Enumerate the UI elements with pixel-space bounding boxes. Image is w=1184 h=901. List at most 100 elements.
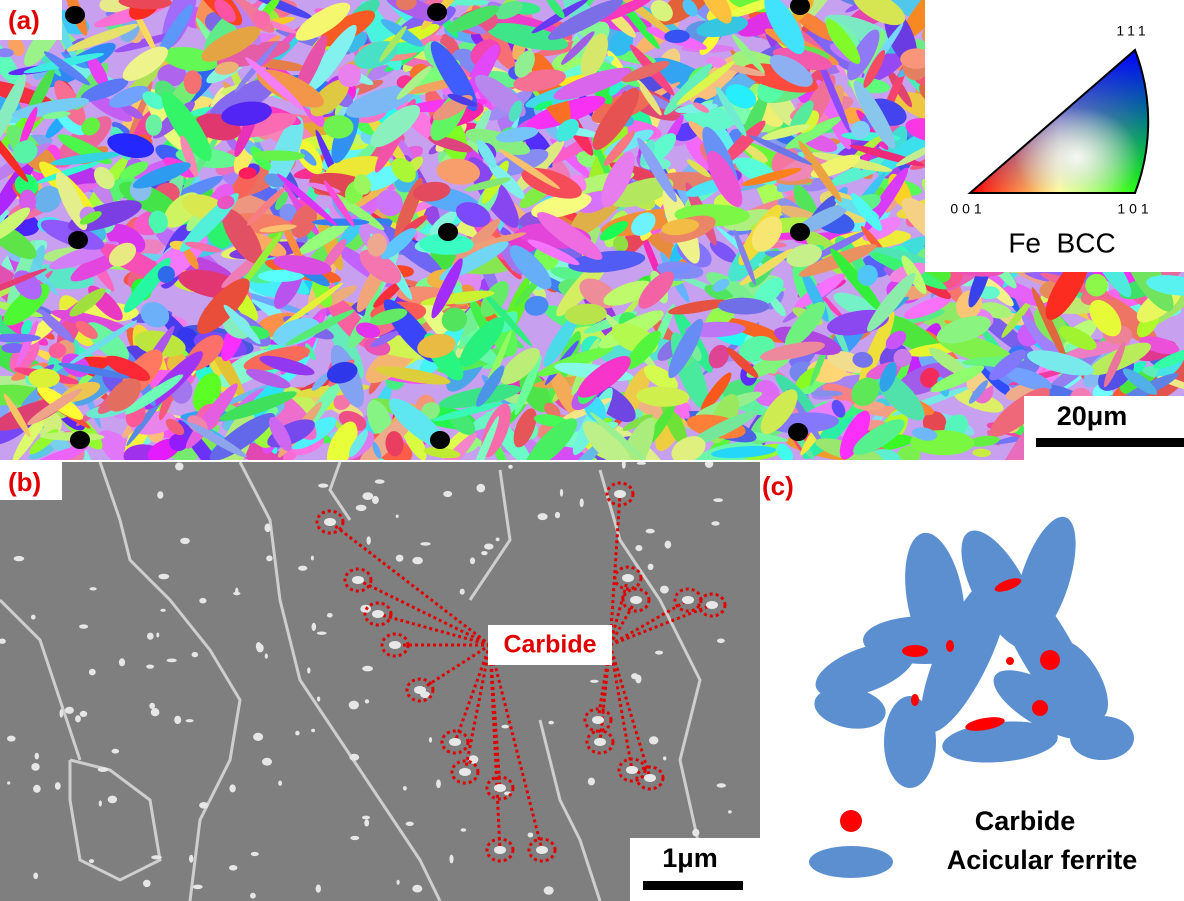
grain — [486, 22, 569, 51]
grain — [929, 347, 969, 377]
particle — [310, 555, 314, 561]
particle — [717, 638, 725, 644]
legend-label: Carbide — [975, 806, 1076, 836]
leader-line — [608, 493, 622, 646]
grain — [165, 418, 185, 436]
particle — [33, 784, 41, 793]
grain — [609, 29, 634, 57]
grain — [850, 193, 883, 231]
grain — [580, 33, 608, 78]
grain — [556, 118, 579, 142]
grain — [784, 301, 826, 349]
scale-bar-background — [1024, 396, 1184, 460]
grain — [180, 135, 198, 178]
particle — [436, 779, 441, 789]
particle — [88, 668, 96, 676]
carbide-particle — [682, 596, 694, 604]
particle — [631, 673, 639, 680]
carbide — [965, 717, 1005, 731]
carbide-markers — [315, 481, 727, 863]
carbide-circle — [485, 837, 515, 863]
particle — [484, 543, 494, 550]
grain — [385, 431, 404, 457]
particle — [349, 753, 360, 761]
carbide-circle — [485, 775, 515, 801]
grain — [259, 355, 315, 376]
grain — [312, 276, 333, 308]
particle — [199, 802, 209, 809]
grain — [1089, 299, 1122, 337]
grain — [353, 174, 372, 195]
grain — [599, 221, 629, 241]
carbide-particle — [594, 738, 606, 746]
particle — [366, 536, 371, 545]
grain — [108, 242, 137, 267]
grain — [851, 120, 870, 140]
grain — [447, 93, 477, 107]
particle — [395, 554, 404, 562]
particle — [420, 542, 431, 546]
phase-label: Fe BCC — [1008, 227, 1115, 258]
scale-bar-background — [630, 838, 760, 901]
grain — [157, 266, 175, 283]
grain — [0, 74, 27, 145]
grain — [140, 301, 170, 328]
leader-line — [419, 643, 491, 692]
grain — [885, 330, 907, 350]
grain — [589, 412, 647, 460]
particle — [229, 784, 236, 793]
particle — [635, 545, 643, 552]
grain — [381, 228, 416, 260]
carbide — [902, 645, 928, 657]
grain — [310, 79, 350, 117]
grain — [98, 430, 144, 460]
grain — [613, 235, 629, 252]
void — [438, 223, 458, 241]
particle — [316, 631, 327, 635]
grain — [14, 174, 39, 197]
grain — [183, 70, 202, 95]
particle — [704, 462, 714, 468]
grain — [661, 218, 700, 236]
grain — [912, 427, 938, 441]
particle — [364, 699, 370, 704]
particle — [663, 756, 667, 761]
grain — [464, 177, 511, 192]
particle — [395, 514, 399, 518]
grain — [636, 79, 662, 116]
particle — [31, 763, 40, 771]
particle — [476, 483, 486, 493]
panel-label: (c) — [762, 471, 794, 501]
particle — [554, 511, 561, 519]
grain — [395, 0, 417, 11]
grain — [768, 295, 786, 317]
grain — [719, 120, 766, 167]
grain — [724, 318, 787, 343]
grain — [42, 111, 71, 120]
grain — [441, 307, 468, 332]
grain — [577, 356, 631, 398]
grain — [712, 278, 730, 292]
particle — [156, 632, 160, 638]
grain — [33, 186, 62, 213]
particle — [146, 664, 155, 669]
grain — [452, 218, 501, 267]
panel-label: (a) — [8, 5, 40, 35]
particle — [256, 643, 264, 653]
grain — [114, 32, 180, 53]
grain — [1031, 287, 1067, 362]
grain — [58, 362, 130, 379]
carbide-circle — [450, 759, 480, 785]
grain — [839, 410, 871, 460]
grain — [794, 203, 850, 235]
grain — [300, 148, 317, 166]
grain — [622, 414, 653, 431]
void — [68, 231, 88, 249]
grain — [327, 421, 358, 460]
carbide-circle — [617, 757, 647, 783]
carbide-particle — [414, 686, 426, 694]
carbide-particle — [706, 601, 718, 609]
grain — [853, 80, 896, 149]
grain — [610, 177, 674, 208]
grain — [514, 50, 535, 78]
